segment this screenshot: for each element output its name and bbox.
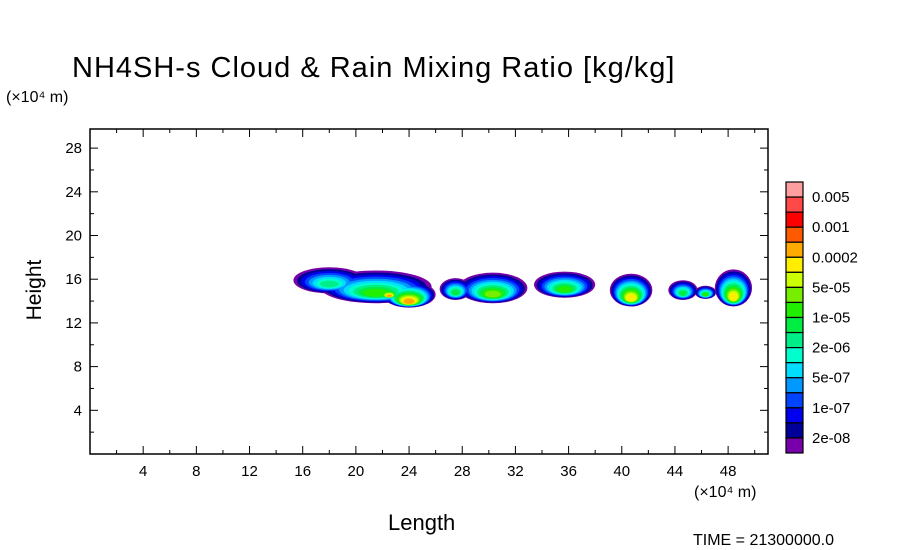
x-tick-label: 12 (241, 463, 258, 480)
plot-frame (89, 128, 769, 455)
x-axis-unit: (×10⁴ m) (694, 484, 757, 501)
x-tick-label: 8 (192, 463, 200, 480)
contour-cell-9-level-9 (703, 293, 709, 297)
colorbar-label: 0.001 (812, 219, 850, 236)
colorbar-swatch-17 (785, 437, 804, 454)
contour-cell-5-level-10 (484, 290, 501, 298)
colorbar-swatch-2 (785, 211, 804, 228)
x-tick-label: 16 (294, 463, 311, 480)
colorbar-swatch-0 (785, 181, 804, 198)
y-tick-label: 28 (65, 140, 82, 157)
colorbar-swatch-11 (785, 347, 804, 364)
contour-cell-4-level-8 (451, 289, 460, 296)
chart-title: NH4SH-s Cloud & Rain Mixing Ratio [kg/kg… (72, 52, 676, 84)
colorbar-label: 1e-07 (812, 400, 850, 417)
x-tick-label: 44 (667, 463, 684, 480)
y-tick-label: 12 (65, 315, 82, 332)
colorbar-swatch-14 (785, 392, 804, 409)
colorbar-label: 0.005 (812, 189, 850, 206)
contour-cell-10-level-12 (729, 292, 738, 301)
colorbar-swatch-12 (785, 362, 804, 379)
y-tick-label: 20 (65, 228, 82, 245)
colorbar-label: 2e-08 (812, 430, 850, 447)
contour-cell-1-level-9 (362, 288, 389, 297)
colorbar-swatch-3 (785, 226, 804, 243)
y-tick-label: 16 (65, 271, 82, 288)
colorbar-swatch-1 (785, 196, 804, 213)
colorbar-swatch-7 (785, 286, 804, 304)
x-tick-label: 4 (139, 463, 147, 480)
y-tick-label: 8 (74, 359, 82, 376)
contour-cell-7-level-12 (626, 294, 636, 302)
colorbar-label: 1e-05 (812, 310, 850, 327)
x-tick-label: 36 (560, 463, 577, 480)
x-tick-label: 28 (454, 463, 471, 480)
y-tick-label: 24 (65, 184, 82, 201)
colorbar-swatch-15 (785, 407, 804, 424)
contour-cell-8-level-8 (679, 290, 687, 296)
contour-cell-2-level-13 (403, 298, 415, 305)
contour-cell-3-level-13 (386, 294, 392, 298)
x-tick-label: 48 (720, 463, 737, 480)
colorbar-swatch-4 (785, 241, 804, 258)
x-tick-label: 20 (348, 463, 365, 480)
x-tick-label: 40 (613, 463, 630, 480)
x-axis-label: Length (388, 510, 456, 535)
colorbar-swatch-6 (785, 271, 804, 288)
colorbar-label: 5e-05 (812, 279, 850, 296)
colorbar-swatch-9 (785, 316, 804, 334)
contour-cell-6-level-9 (557, 286, 572, 293)
colorbar-label: 5e-07 (812, 370, 850, 387)
colorbar-label: 2e-06 (812, 340, 850, 357)
colorbar-swatch-16 (785, 422, 804, 439)
colorbar-swatch-13 (785, 377, 804, 394)
colorbar-label: 0.0002 (812, 249, 858, 266)
colorbar-swatch-8 (785, 301, 804, 319)
x-tick-label: 24 (401, 463, 418, 480)
x-tick-label: 32 (507, 463, 524, 480)
colorbar-swatch-10 (785, 331, 804, 349)
contour-cell-0-level-7 (320, 280, 339, 288)
y-tick-label: 4 (74, 402, 82, 419)
y-axis-unit: (×10⁴ m) (6, 89, 69, 106)
colorbar-swatch-5 (785, 256, 804, 273)
